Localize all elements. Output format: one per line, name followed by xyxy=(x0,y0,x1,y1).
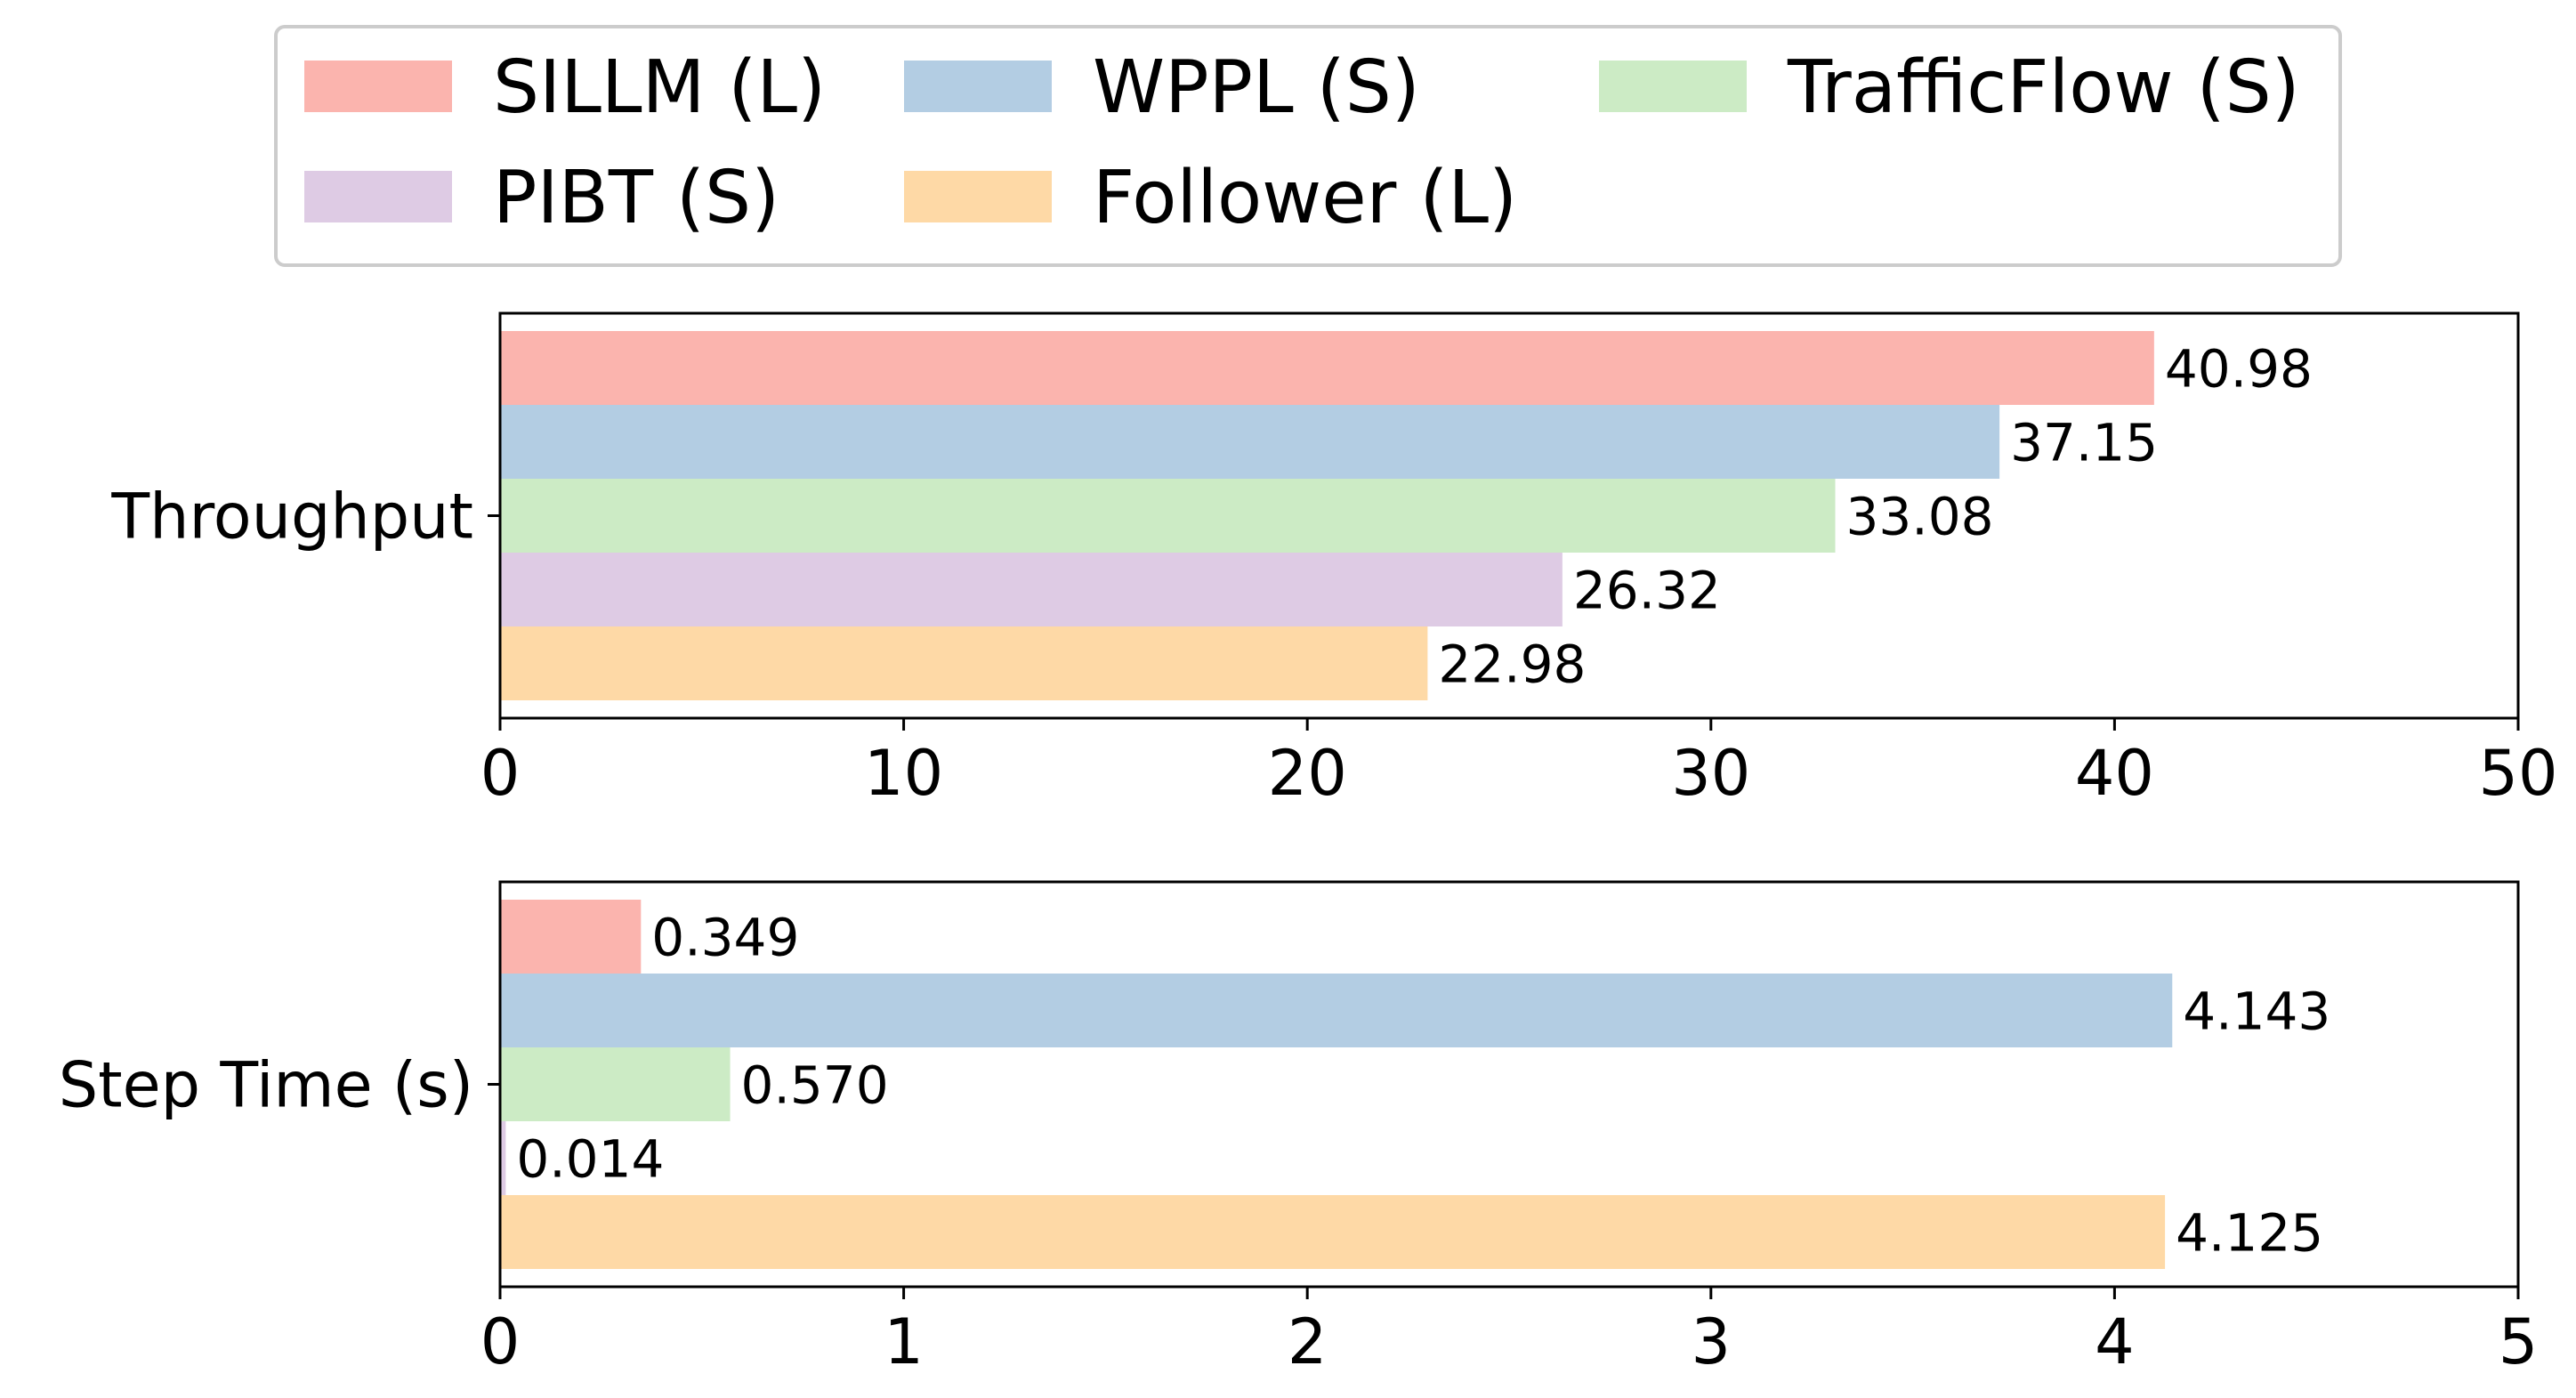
x-tick-label: 2 xyxy=(1288,1305,1328,1378)
legend-label: Follower (L) xyxy=(1093,156,1517,240)
legend-swatch xyxy=(304,61,452,112)
x-tick-label: 1 xyxy=(884,1305,924,1378)
legend-entry-wppl-s: WPPL (S) xyxy=(904,45,1420,130)
legend-label: PIBT (S) xyxy=(493,156,779,240)
legend: SILLM (L) WPPL (S) TrafficFlow (S) PIBT (S)… xyxy=(274,25,2342,267)
data-label-trafficflow-s: 33.08 xyxy=(1846,487,1994,547)
data-label-trafficflow-s: 0.570 xyxy=(741,1055,889,1116)
bar-wppl-s xyxy=(500,974,2173,1047)
legend-label: TrafficFlow (S) xyxy=(1787,45,2300,130)
x-tick-label: 5 xyxy=(2499,1305,2539,1378)
x-tick-label: 3 xyxy=(1692,1305,1732,1378)
data-label-sillm-l: 0.349 xyxy=(651,908,799,968)
legend-label: SILLM (L) xyxy=(493,45,826,130)
bar-pibt-s xyxy=(500,553,1563,626)
x-tick-label: 0 xyxy=(480,737,521,810)
legend-swatch xyxy=(904,171,1052,222)
data-label-sillm-l: 40.98 xyxy=(2165,339,2313,400)
data-label-pibt-s: 26.32 xyxy=(1573,561,1721,621)
data-label-wppl-s: 4.143 xyxy=(2183,982,2330,1042)
x-tick-label: 0 xyxy=(480,1305,521,1378)
x-tick-label: 20 xyxy=(1268,737,1347,810)
bar-pibt-s xyxy=(500,1121,506,1195)
x-tick-label: 50 xyxy=(2478,737,2557,810)
bar-sillm-l xyxy=(500,900,642,974)
category-label: Step Time (s) xyxy=(59,1049,473,1122)
category-label: Throughput xyxy=(110,481,473,554)
bar-trafficflow-s xyxy=(500,1047,731,1121)
x-tick-label: 10 xyxy=(864,737,943,810)
legend-entry-pibt-s: PIBT (S) xyxy=(304,156,779,240)
x-tick-label: 30 xyxy=(1671,737,1750,810)
legend-swatch xyxy=(904,61,1052,112)
legend-label: WPPL (S) xyxy=(1093,45,1420,130)
legend-swatch xyxy=(1599,61,1747,112)
bar-trafficflow-s xyxy=(500,479,1836,553)
x-tick-label: 4 xyxy=(2095,1305,2135,1378)
legend-entry-follower-l: Follower (L) xyxy=(904,156,1517,240)
legend-frame xyxy=(274,25,2342,267)
panel-step-time-s: 0.349 4.143 0.570 0.014 4.125 Step Time (s) 0 1… xyxy=(59,880,2539,1378)
bar-follower-l xyxy=(500,626,1428,700)
legend-swatch xyxy=(304,171,452,222)
data-label-follower-l: 4.125 xyxy=(2176,1203,2323,1264)
data-label-wppl-s: 37.15 xyxy=(2010,413,2158,473)
legend-entry-trafficflow-s: TrafficFlow (S) xyxy=(1599,45,2300,130)
data-label-follower-l: 22.98 xyxy=(1438,634,1586,695)
bar-wppl-s xyxy=(500,405,2000,479)
bar-follower-l xyxy=(500,1195,2166,1269)
legend-entry-sillm-l: SILLM (L) xyxy=(304,45,826,130)
x-tick-label: 40 xyxy=(2075,737,2154,810)
data-label-pibt-s: 0.014 xyxy=(516,1129,664,1190)
bar-sillm-l xyxy=(500,331,2154,405)
